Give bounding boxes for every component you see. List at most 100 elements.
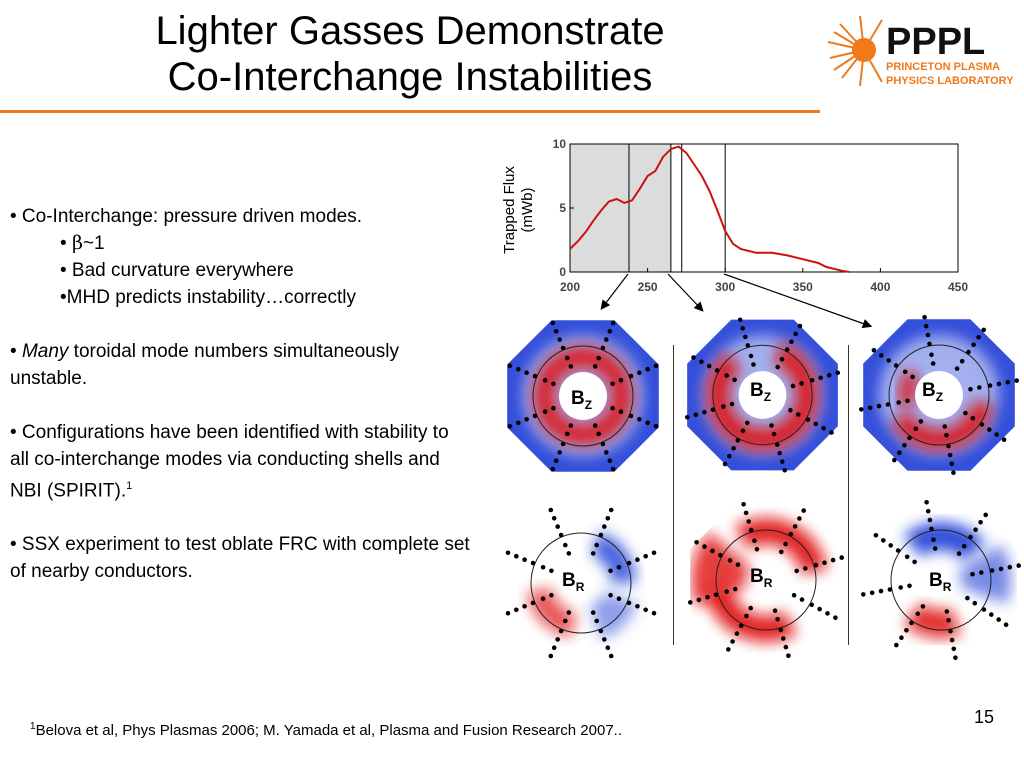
probe-dot (733, 586, 738, 592)
probe-dot (983, 512, 988, 518)
probe-dot (871, 348, 877, 353)
probe-dot (924, 500, 929, 505)
br-label-2-main: B (750, 566, 764, 587)
probe-dot (740, 428, 746, 434)
probe-dot (735, 438, 741, 443)
probe-dot (610, 320, 616, 326)
probe-dot (522, 604, 527, 609)
logo-subtitle-1: PRINCETON PLASMA (886, 61, 1000, 73)
y-axis-label-line2: (mWb) (519, 188, 536, 233)
probe-dot (557, 337, 562, 342)
probe-dot (973, 527, 978, 532)
bz-label-3-sub: Z (935, 389, 944, 404)
probe-dot (947, 452, 953, 458)
probe-dot (694, 540, 699, 545)
probe-dot (781, 636, 786, 641)
br-label-3-sub: R (942, 579, 952, 594)
separatrix-circle (715, 529, 817, 631)
probe-dot (979, 422, 985, 427)
probe-dot (809, 602, 814, 608)
probe-dot (879, 353, 884, 358)
probe-dot (653, 363, 659, 369)
probe-dot (713, 592, 719, 598)
field-lobe (958, 545, 1011, 604)
probe-dot (551, 381, 556, 387)
beta-value: ~1 (82, 233, 105, 254)
probe-dot (789, 339, 794, 345)
probe-dot (702, 544, 707, 549)
probe-dot (566, 610, 572, 615)
probe-dot (610, 405, 615, 411)
probe-dot (930, 361, 936, 366)
field-lobe (899, 369, 920, 409)
probe-dot (899, 635, 904, 640)
series-line-1 (569, 145, 850, 273)
probe-dot (779, 356, 785, 362)
probe-dot (878, 588, 884, 594)
probe-dot (898, 585, 903, 590)
probe-dot (568, 364, 574, 369)
probe-dot (741, 502, 746, 507)
probe-dot (869, 590, 875, 596)
probe-dot (743, 510, 749, 516)
field-lobe (706, 342, 819, 451)
probe-dot (699, 359, 704, 365)
probe-dot (839, 555, 844, 560)
br-label-3: BR (929, 570, 951, 594)
probe-dot (1007, 564, 1013, 570)
probe-dot (791, 593, 797, 598)
probe-dot (540, 565, 546, 570)
probe-dot (772, 608, 778, 613)
probe-dot (909, 620, 914, 626)
bz-label-3: BZ (922, 380, 943, 404)
probe-dot (598, 628, 604, 634)
probe-dot (805, 417, 811, 422)
br-label-1-main: B (562, 570, 576, 591)
probe-dot (721, 404, 726, 409)
probe-dot (968, 534, 973, 540)
probe-dot (566, 551, 572, 556)
probe-dot (746, 519, 751, 524)
probe-dot (905, 398, 910, 404)
field-lobe (903, 522, 986, 561)
arrow-2 (667, 273, 704, 312)
probe-dot (688, 600, 693, 605)
probe-dot (887, 587, 893, 592)
mode-field (505, 507, 657, 659)
bullet-1: • Co-Interchange: pressure driven modes. (10, 206, 362, 227)
probe-dot (956, 551, 962, 556)
probe-dot (970, 415, 976, 421)
probe-dot (784, 347, 790, 352)
probe-dot (881, 538, 886, 543)
probe-dot (563, 542, 568, 548)
probe-dot (729, 401, 735, 407)
probe-dot (530, 560, 536, 566)
probe-dot (825, 611, 830, 616)
probe-dot (971, 342, 976, 347)
probe-dot (553, 458, 559, 463)
separatrix-circle (530, 532, 632, 634)
probe-dot (929, 352, 934, 357)
probe-dot (813, 562, 819, 568)
probe-dot (730, 639, 735, 644)
separatrix-circle (712, 344, 813, 446)
probe-dot (732, 377, 737, 383)
probe-dot (693, 412, 699, 418)
probe-dot (907, 435, 912, 441)
probe-dot (907, 583, 912, 589)
probe-dot (799, 381, 804, 386)
probe-dot (524, 370, 529, 375)
probe-dot (705, 595, 710, 600)
probe-dot (718, 552, 723, 558)
probe-dot (788, 407, 793, 413)
br-label-3-main: B (929, 570, 943, 591)
bz-panel-early (507, 320, 659, 472)
probe-dot (738, 623, 744, 628)
probe-dot (925, 508, 931, 514)
probe-dot (555, 637, 560, 642)
bullet-2: • Many toroidal mode numbers simultaneou… (10, 338, 470, 392)
bullet-3: • Configurations have been identified wi… (10, 419, 470, 504)
probe-dot (550, 320, 556, 326)
probe-dot (568, 423, 574, 428)
probe-dot (607, 458, 613, 463)
